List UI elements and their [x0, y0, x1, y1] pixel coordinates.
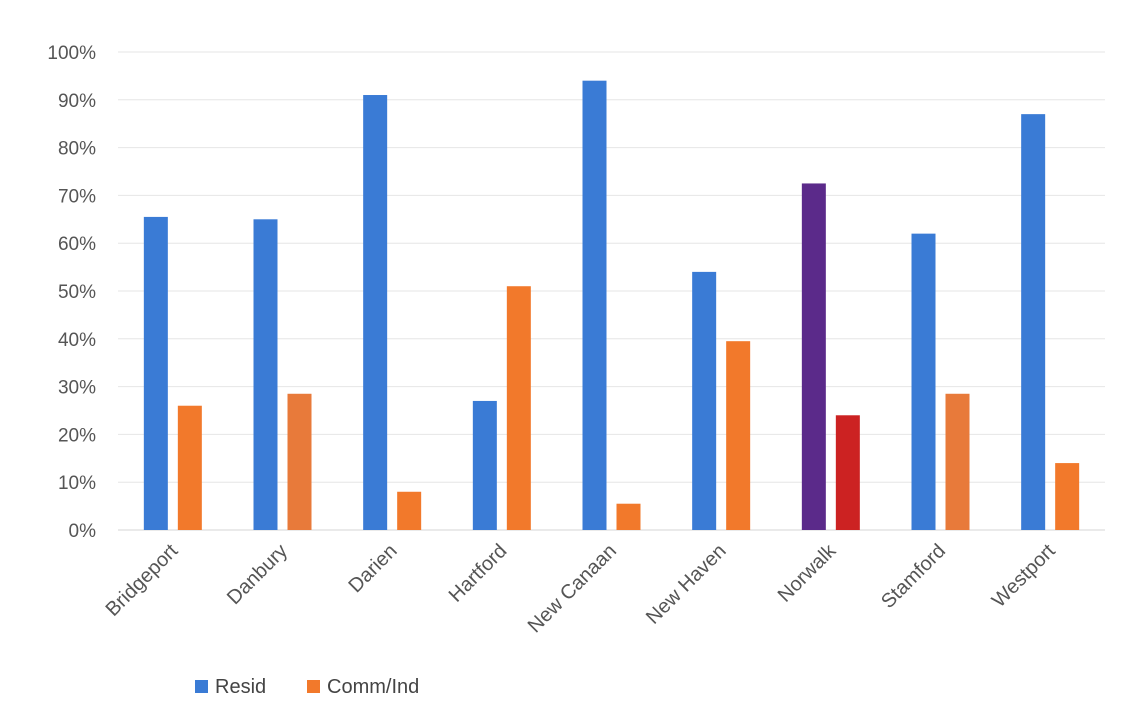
x-category-label: Danbury	[223, 540, 292, 609]
bar-resid	[692, 271, 717, 530]
bar-comm-ind	[616, 503, 641, 530]
y-tick-label: 20%	[58, 425, 96, 446]
x-category-label: Darien	[344, 540, 401, 597]
y-axis-ticks: 0% 10% 20% 30% 40% 50% 60% 70% 80% 90% 100%	[47, 43, 96, 542]
y-tick-label: 10%	[58, 473, 96, 494]
y-tick-label: 80%	[58, 139, 96, 160]
bar-resid	[143, 216, 168, 530]
y-tick-label: 90%	[58, 91, 96, 112]
bar-resid	[472, 400, 497, 530]
bar-comm-ind	[177, 405, 202, 530]
y-tick-label: 0%	[69, 521, 97, 542]
x-category-label: Stamford	[877, 540, 950, 613]
x-category-label: Westport	[988, 540, 1060, 612]
x-axis-labels: Bridgeport Danbury Darien Hartford New Canaa…	[102, 539, 1060, 637]
bar-resid	[363, 95, 388, 531]
legend-swatch	[307, 680, 320, 693]
bar-resid	[253, 219, 278, 531]
bar-resid	[582, 80, 607, 531]
bar-comm-ind	[945, 393, 970, 530]
bar-comm-ind	[1055, 463, 1080, 530]
bar-comm-ind	[726, 341, 751, 530]
gridlines	[118, 51, 1105, 531]
x-category-label: New Haven	[642, 540, 731, 629]
y-tick-label: 100%	[47, 43, 96, 64]
bar-comm-ind	[506, 286, 531, 530]
x-category-label: Bridgeport	[102, 540, 183, 621]
y-tick-label: 70%	[58, 186, 96, 207]
bar-comm-ind	[397, 491, 422, 530]
legend-label: Resid	[215, 676, 266, 698]
bar-comm-ind	[835, 415, 860, 530]
x-category-label: Norwalk	[774, 539, 841, 606]
legend-label: Comm/Ind	[327, 676, 419, 698]
bar-resid	[911, 233, 936, 530]
x-category-label: Hartford	[445, 540, 512, 607]
legend: Resid Comm/Ind	[195, 676, 419, 698]
y-tick-label: 50%	[58, 282, 96, 303]
y-tick-label: 30%	[58, 378, 96, 399]
bar-resid	[1021, 114, 1046, 530]
bar-resid	[801, 183, 826, 530]
y-tick-label: 60%	[58, 234, 96, 255]
x-category-label: New Canaan	[524, 540, 621, 637]
legend-swatch	[195, 680, 208, 693]
bar-comm-ind	[287, 393, 312, 530]
y-tick-label: 40%	[58, 330, 96, 351]
bars	[143, 80, 1080, 531]
